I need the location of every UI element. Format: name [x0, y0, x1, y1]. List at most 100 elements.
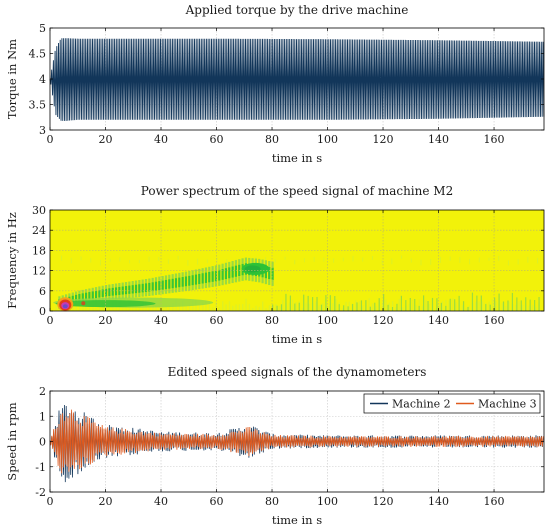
heatmap-haze [355, 300, 357, 311]
ridge-core [178, 277, 181, 288]
x-tick-label: 100 [317, 133, 338, 146]
heatmap-haze [335, 299, 337, 311]
heatmap-haze [135, 305, 137, 311]
heatmap-spike [356, 302, 358, 311]
heatmap-haze [508, 301, 510, 311]
x-tick-label: 0 [47, 133, 54, 146]
chart-2-frame: 0 20 40 60 80 100 120 140 160 0 6 12 18 24 30 Power spe… [5, 184, 545, 346]
x-axis-label: time in s [272, 151, 322, 165]
heatmap-speckle [274, 259, 276, 263]
heatmap-haze [358, 301, 361, 311]
heatmap-spike [445, 305, 447, 311]
heatmap-spike [454, 299, 456, 311]
heatmap-haze [262, 301, 264, 311]
ridge-core [91, 291, 94, 299]
heatmap-speckle [507, 260, 509, 266]
ridge-core [101, 289, 104, 297]
heatmap-speckle [265, 256, 267, 263]
heatmap-speckle [527, 256, 529, 263]
heatmap-haze [438, 305, 440, 311]
ridge-core [204, 272, 208, 283]
chart-title: Power spectrum of the speed signal of ma… [141, 184, 453, 198]
heatmap-haze [375, 306, 377, 311]
chart-title: Edited speed signals of the dynamometers [168, 365, 427, 379]
heatmap-haze [391, 301, 394, 311]
heatmap-haze [441, 301, 444, 311]
ridge-core [201, 273, 204, 284]
heatmap-spike [418, 305, 420, 311]
heatmap-spike [471, 292, 474, 311]
heatmap-haze [288, 302, 291, 311]
heatmap-haze [98, 306, 101, 311]
heatmap-haze [282, 300, 284, 311]
heatmap-spike [467, 306, 469, 311]
heatmap-haze [515, 305, 517, 311]
heatmap-haze [421, 305, 424, 311]
heatmap-spike [383, 293, 385, 311]
heatmap-speckle [294, 259, 296, 265]
y-axis-label: Frequency in Hz [5, 212, 19, 309]
x-tick-label: 160 [484, 133, 505, 146]
heatmap-spike [400, 295, 402, 311]
heatmap-haze [518, 301, 520, 311]
heatmap-haze [255, 305, 257, 311]
heatmap-haze [301, 308, 304, 311]
x-tick-label: 160 [484, 314, 505, 327]
heatmap-haze [361, 305, 364, 311]
heatmap-haze [215, 302, 217, 311]
heatmap-speckle [303, 258, 305, 263]
heatmap-spike [440, 302, 442, 311]
heatmap-speckle [371, 256, 373, 260]
heatmap-speckle [478, 257, 480, 263]
heatmap-spike [365, 300, 367, 311]
legend-box [363, 393, 541, 414]
heatmap-haze [105, 305, 107, 311]
heatmap-haze [328, 306, 331, 311]
heatmap-spike [311, 297, 314, 311]
heatmap-speckle [498, 255, 500, 262]
heatmap-haze [202, 302, 204, 311]
x-tick-label: 40 [154, 314, 168, 327]
y-tick-label: 5 [39, 22, 46, 35]
y-tick-label: 4 [39, 73, 46, 86]
y-tick-label: -1 [35, 461, 46, 474]
ridge-core [198, 273, 201, 285]
heatmap-speckle [119, 257, 121, 262]
ridge-core [191, 275, 194, 286]
heatmap-spike [316, 296, 318, 311]
heatmap-haze [455, 302, 457, 311]
heatmap-speckle [99, 259, 101, 266]
y-tick-label: 30 [32, 204, 46, 217]
heatmap-haze [108, 306, 111, 311]
heatmap-haze [315, 301, 317, 311]
heatmap-speckle [342, 257, 344, 262]
ridge-core [84, 292, 88, 300]
x-tick-label: 100 [317, 314, 338, 327]
chart-1-frame: 0 20 40 60 80 100 120 140 160 3 3.5 4 4.5 5 Applied to… [5, 3, 545, 165]
x-tick-label: 120 [373, 314, 394, 327]
heatmap-speckle [187, 260, 189, 266]
heatmap-haze [295, 302, 297, 311]
heatmap-spike [409, 297, 411, 311]
heatmap-spike [436, 298, 438, 311]
heatmap-spike [534, 300, 536, 311]
heatmap-haze [212, 307, 214, 311]
heatmap-haze [435, 308, 437, 311]
ridge-core [228, 267, 231, 279]
heatmap-speckle [313, 256, 315, 262]
heatmap-speckle [206, 259, 208, 264]
heatmap-spike [485, 304, 487, 311]
ridge-core [234, 265, 238, 277]
heatmap-haze [395, 307, 397, 311]
heatmap-haze [268, 305, 271, 311]
heatmap-haze [178, 303, 181, 311]
heatmap-haze [245, 298, 247, 311]
heatmap-haze [275, 304, 277, 311]
heatmap-haze [481, 301, 484, 311]
heatmap-spike [378, 298, 380, 311]
heatmap-haze [258, 306, 261, 311]
heatmap-spike [538, 297, 540, 311]
heatmap-spike [369, 306, 371, 311]
series-line [49, 38, 545, 121]
x-tick-label: 140 [428, 314, 449, 327]
